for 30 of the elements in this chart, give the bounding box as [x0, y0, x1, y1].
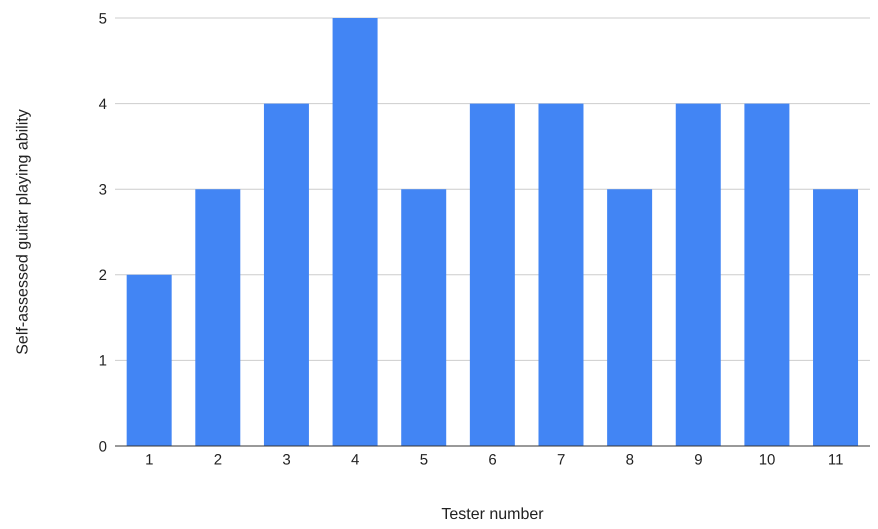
- x-tick-label: 7: [556, 452, 566, 469]
- x-tick-label: 1: [145, 452, 154, 469]
- y-tick-label: 0: [98, 438, 107, 456]
- x-tick-label: 9: [694, 452, 703, 469]
- y-tick-label: 3: [98, 182, 107, 199]
- bar: [470, 104, 515, 446]
- bar: [676, 104, 721, 446]
- x-tick-label: 6: [488, 452, 497, 469]
- x-tick-label: 4: [351, 452, 360, 469]
- x-tick-label: 8: [626, 452, 634, 469]
- bar: [195, 189, 240, 446]
- y-tick-label: 1: [98, 352, 107, 370]
- y-axis-title: Self-assessed guitar playing ability: [14, 109, 32, 355]
- y-tick-label: 4: [98, 96, 107, 113]
- bar: [332, 18, 378, 446]
- bar: [744, 104, 790, 446]
- bar: [126, 274, 172, 446]
- y-tick-label: 5: [98, 10, 107, 28]
- x-tick-label: 3: [282, 452, 291, 469]
- x-tick-label: 2: [214, 452, 222, 469]
- bar: [813, 189, 858, 446]
- x-tick-label: 10: [758, 452, 776, 469]
- x-tick-label: 5: [420, 452, 428, 469]
- bar: [607, 189, 652, 446]
- bar: [401, 189, 446, 446]
- y-tick-label: 2: [98, 267, 107, 284]
- bar: [264, 104, 309, 446]
- bar: [538, 104, 584, 446]
- x-axis-title: Tester number: [441, 506, 544, 523]
- x-tick-label: 11: [828, 452, 844, 469]
